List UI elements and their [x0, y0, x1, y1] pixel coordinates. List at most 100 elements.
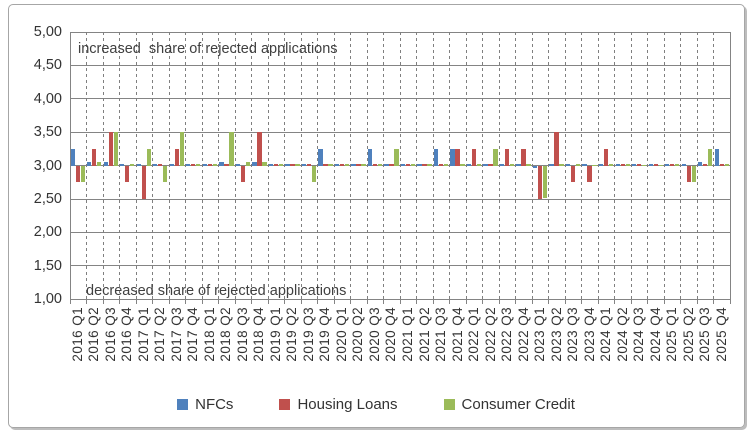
x-gridline — [366, 32, 368, 300]
bar-housing-loans — [570, 165, 576, 183]
bar-nfcs — [400, 164, 406, 166]
bar-nfcs — [599, 163, 604, 166]
x-axis-tick — [449, 299, 451, 305]
x-gridline — [152, 32, 154, 300]
bar-nfcs — [285, 163, 290, 166]
x-axis-label: 2023 Q2 — [548, 307, 564, 362]
x-axis-label: 2020 Q1 — [333, 307, 349, 362]
bar-consumer-credit — [708, 148, 713, 166]
x-gridline — [531, 32, 533, 300]
bar-consumer-credit — [80, 165, 85, 183]
housing-loans-swatch-icon — [279, 399, 291, 410]
bar-nfcs — [87, 162, 92, 166]
bar-nfcs — [268, 163, 274, 166]
bar-housing-loans — [306, 164, 312, 166]
x-axis-tick — [333, 299, 335, 305]
x-gridline — [119, 32, 121, 300]
x-axis-tick — [234, 299, 236, 305]
x-gridline — [317, 32, 319, 300]
bar-consumer-credit — [509, 164, 515, 166]
legend-label: Housing Loans — [297, 396, 398, 413]
bar-consumer-credit — [278, 164, 284, 166]
bar-nfcs — [516, 164, 521, 166]
x-axis-label: 2022 Q1 — [466, 307, 482, 362]
bar-housing-loans — [422, 164, 427, 166]
x-axis-tick — [300, 299, 302, 305]
x-gridline — [581, 32, 583, 300]
x-gridline — [696, 32, 698, 300]
x-axis-tick — [614, 299, 616, 305]
bar-nfcs — [681, 164, 686, 166]
x-axis-tick — [630, 299, 632, 305]
x-gridline — [713, 32, 715, 300]
bar-nfcs — [120, 163, 125, 166]
x-gridline — [300, 32, 302, 300]
bar-housing-loans — [174, 148, 179, 166]
x-gridline — [399, 32, 401, 300]
bar-housing-loans — [587, 165, 592, 183]
x-axis-label: 2025 Q3 — [697, 307, 713, 362]
bar-consumer-credit — [146, 148, 151, 166]
bar-consumer-credit — [658, 164, 663, 166]
x-axis-label: 2023 Q4 — [581, 307, 597, 362]
bar-nfcs — [714, 148, 719, 166]
bar-nfcs — [334, 164, 340, 166]
x-axis-label: 2017 Q3 — [168, 307, 184, 362]
bar-housing-loans — [125, 165, 130, 183]
x-axis-label: 2024 Q1 — [598, 307, 614, 362]
x-gridline — [86, 32, 87, 300]
y-axis-label: 2,50 — [33, 191, 62, 207]
bar-consumer-credit — [196, 163, 201, 166]
x-axis-label: 2016 Q4 — [119, 307, 135, 362]
bar-housing-loans — [620, 164, 625, 166]
x-axis-label: 2018 Q2 — [218, 307, 234, 362]
x-axis-label: 2018 Q4 — [251, 307, 267, 362]
bar-nfcs — [202, 164, 207, 166]
bar-nfcs — [665, 163, 670, 166]
bar-housing-loans — [389, 164, 394, 166]
x-gridline — [465, 32, 467, 300]
x-axis-tick — [69, 299, 71, 305]
x-axis-tick — [730, 299, 731, 305]
bar-consumer-credit — [542, 165, 548, 198]
bar-nfcs — [466, 164, 472, 166]
x-axis-label: 2017 Q4 — [185, 307, 201, 362]
bar-nfcs — [351, 164, 356, 166]
legend-item-housing-loans: Housing Loans — [279, 396, 398, 413]
bar-nfcs — [648, 164, 653, 166]
bar-nfcs — [153, 163, 158, 166]
bar-housing-loans — [158, 164, 163, 166]
x-gridline — [234, 32, 236, 300]
x-gridline — [185, 32, 187, 300]
bar-housing-loans — [207, 163, 212, 166]
bar-housing-loans — [240, 165, 246, 183]
bar-nfcs — [318, 148, 323, 166]
x-axis-tick — [119, 299, 121, 305]
x-axis-label: 2017 Q1 — [135, 307, 151, 362]
x-axis-label: 2019 Q4 — [317, 307, 333, 362]
bar-nfcs — [532, 165, 538, 168]
x-gridline — [564, 32, 566, 300]
x-axis-tick — [152, 299, 154, 305]
y-axis-label: 1,50 — [33, 257, 62, 274]
bar-nfcs — [565, 164, 571, 166]
bar-nfcs — [417, 164, 422, 166]
bar-consumer-credit — [328, 164, 333, 166]
bar-nfcs — [103, 162, 108, 166]
bar-nfcs — [698, 162, 703, 166]
bar-housing-loans — [141, 165, 146, 199]
x-axis-tick — [218, 299, 220, 305]
x-axis-label: 2016 Q1 — [69, 307, 85, 362]
nfcs-swatch-icon — [177, 399, 189, 410]
bar-nfcs — [433, 148, 439, 166]
y-axis-label: 3,00 — [33, 157, 62, 174]
plot-right-border — [730, 32, 731, 300]
bar-consumer-credit — [559, 164, 564, 166]
annotation-increased: increased share of rejected applications — [78, 41, 338, 57]
x-axis-tick — [383, 299, 385, 305]
x-gridline — [383, 32, 385, 300]
x-axis-tick — [399, 299, 401, 305]
bar-housing-loans — [92, 148, 97, 166]
bar-nfcs — [384, 164, 389, 166]
